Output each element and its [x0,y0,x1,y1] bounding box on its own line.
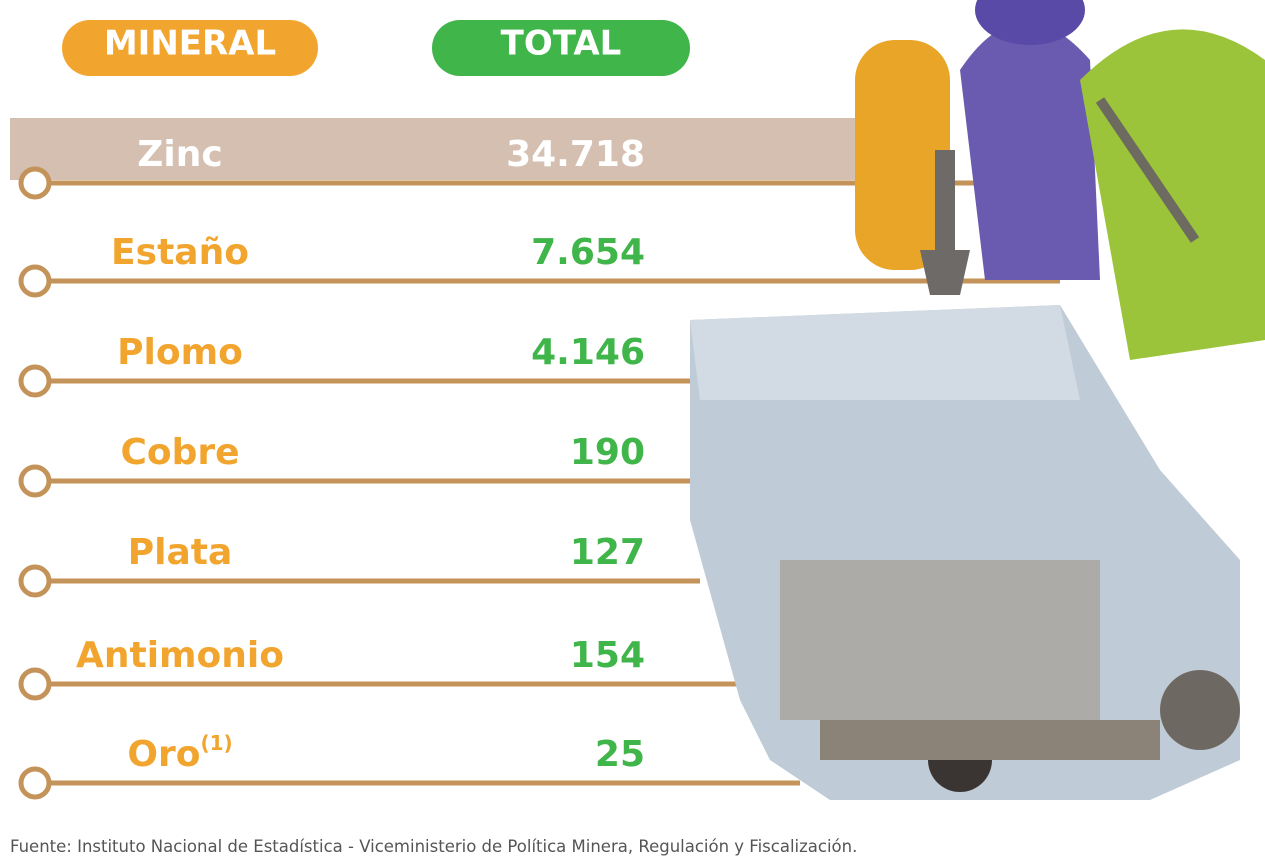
mineral-cell: Plata [128,532,233,573]
mineral-cell: Zinc [137,134,222,175]
source-note: Fuente: Instituto Nacional de Estadístic… [10,837,857,856]
mineral-name: Estaño [111,232,249,273]
mineral-cell: Oro(1) [127,731,232,776]
mineral-name: Antimonio [76,635,284,676]
mineral-cell: Cobre [120,432,239,473]
mineral-name: Plomo [117,332,243,373]
row-bullet [18,364,52,398]
total-cell: 127 [570,532,645,573]
mineral-cell: Estaño [111,232,249,273]
total-cell: 154 [570,635,645,676]
mineral-pill [62,20,318,76]
total-cell: 34.718 [506,134,645,175]
row-bullet [18,166,52,200]
total-cell: 25 [595,734,645,775]
total-pill [432,20,690,76]
mineral-name: Cobre [120,432,239,473]
row-bullet [18,766,52,800]
highlight-band [10,118,880,180]
row-bullet [18,564,52,598]
mineral-name: Zinc [137,134,222,175]
mineral-header: MINERAL [104,24,276,64]
total-header: TOTAL [501,24,622,64]
row-bullet [18,667,52,701]
mineral-name: Oro [127,734,200,775]
miners-illustration [855,0,1265,360]
mineral-cell: Plomo [117,332,243,373]
mineral-cell: Antimonio [76,635,284,676]
total-cell: 190 [570,432,645,473]
mineral-note: (1) [200,731,232,755]
row-bullet [18,464,52,498]
mine-cart-illustration [690,305,1240,800]
total-cell: 4.146 [531,332,645,373]
row-bullet [18,264,52,298]
total-cell: 7.654 [531,232,645,273]
mineral-name: Plata [128,532,233,573]
